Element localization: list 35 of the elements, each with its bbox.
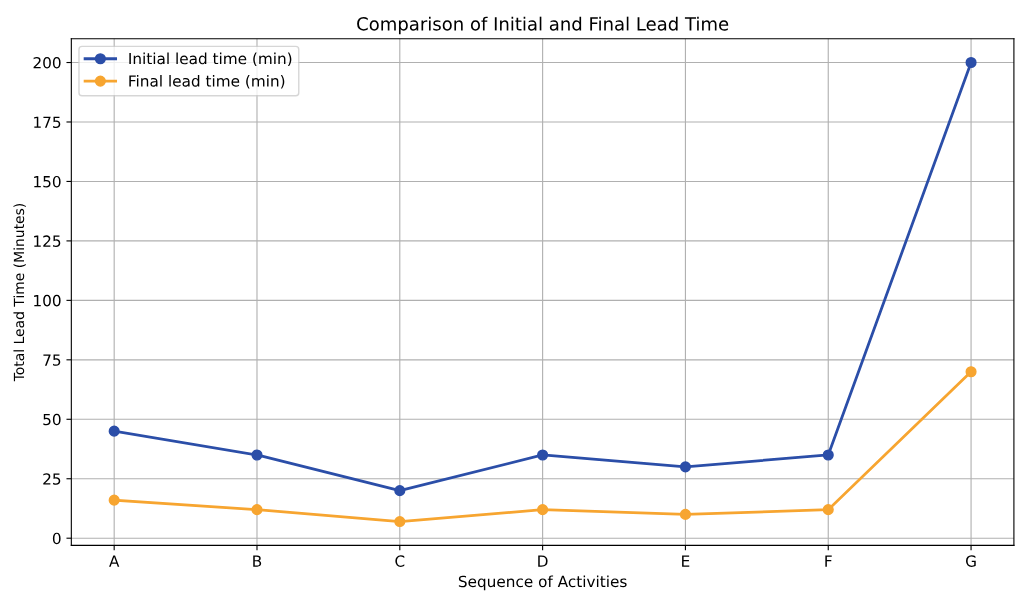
point	[965, 366, 977, 378]
x-tick-label: B	[253, 555, 262, 567]
x-tick-label: F	[825, 555, 832, 567]
x-tick-label: D	[538, 555, 548, 567]
point	[679, 461, 691, 473]
point	[537, 504, 549, 516]
point	[108, 425, 120, 437]
y-tick-label: 25	[43, 473, 61, 485]
x-tick-label: E	[682, 555, 690, 567]
x-tick-label: C	[395, 555, 405, 567]
legend-label: Initial lead time (min)	[129, 52, 292, 67]
y-tick-label: 175	[34, 116, 61, 129]
point	[394, 515, 406, 528]
y-axis-title: Total Lead Time (Minutes)	[13, 203, 26, 382]
point	[108, 494, 120, 506]
point	[822, 449, 834, 461]
point	[822, 504, 834, 516]
point	[251, 449, 263, 461]
y-tick-label: 75	[43, 354, 61, 366]
point	[394, 485, 406, 497]
x-tick-label: G	[966, 555, 976, 567]
point	[251, 504, 263, 516]
point	[679, 508, 691, 520]
y-tick-label: 50	[43, 413, 61, 426]
y-tick-label: 0	[52, 532, 61, 545]
x-tick-label: A	[109, 555, 120, 567]
y-tick-label: 150	[34, 175, 61, 188]
point	[537, 449, 549, 461]
y-tick-label: 100	[34, 294, 61, 307]
y-tick-label: 125	[34, 235, 61, 247]
y-tick-label: 200	[33, 56, 61, 69]
point	[965, 56, 977, 69]
chart-title: Comparison of Initial and Final Lead Time	[357, 16, 729, 35]
legend-label: Final lead time (min)	[129, 74, 285, 89]
x-axis-title: Sequence of Activities	[458, 575, 627, 591]
